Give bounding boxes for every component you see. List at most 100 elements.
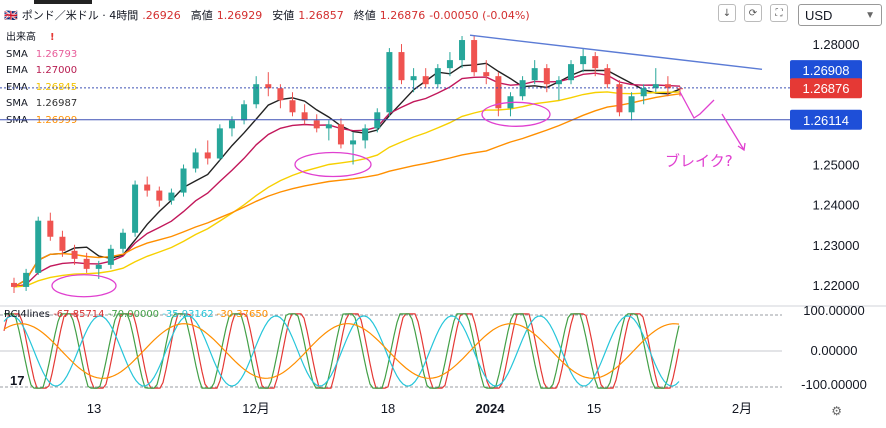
ema-yellow-line: [13, 91, 681, 288]
resistance-trendline: [469, 34, 763, 71]
candle-body: [59, 236, 66, 251]
candle-body: [495, 76, 502, 109]
candle-body: [543, 68, 550, 85]
candle-body: [289, 100, 296, 113]
candle-body: [11, 282, 17, 287]
chevron-down-icon: ▼: [865, 9, 875, 21]
current-price-label: 1.26876: [803, 81, 850, 96]
sma2-label[interactable]: SMA: [6, 98, 28, 109]
candle-body: [107, 248, 114, 265]
candle-body: [592, 56, 599, 69]
top-tab-indicator: [34, 0, 92, 4]
candle-body: [555, 80, 562, 85]
candle-body: [180, 168, 187, 193]
x-tick-label: 15: [587, 401, 601, 416]
candle-body: [168, 192, 175, 201]
candle-body: [23, 272, 30, 287]
currency-select[interactable]: USD ▼: [798, 4, 882, 26]
upper-price-label: 1.26908: [803, 63, 850, 78]
sma-orange-line: [13, 93, 681, 288]
rci-value-3: -35.93162: [162, 309, 214, 320]
rci-line-cyan: [3, 315, 680, 387]
ema1-label[interactable]: EMA: [6, 65, 28, 76]
candle-body: [616, 84, 623, 113]
candle-body: [640, 88, 647, 97]
sma2-value: 1.26987: [35, 98, 78, 109]
candle-body: [204, 152, 211, 159]
candle-body: [628, 96, 635, 113]
candle-body: [337, 124, 344, 145]
ema-crimson-line: [13, 72, 681, 288]
alert-flag-icon: !: [50, 32, 55, 43]
candle-body: [241, 104, 248, 121]
indicator-legend: 出来高! SMA 1.26793 EMA 1.27000 EMA 1.26845 SM…: [6, 30, 77, 129]
upper-price-label-bg: [790, 60, 862, 81]
candle-body: [95, 264, 102, 269]
candle-body: [253, 84, 260, 105]
candle-body: [664, 84, 671, 89]
candle-body: [519, 80, 526, 97]
high-label: 高値: [190, 9, 213, 22]
candle-body: [422, 76, 429, 85]
open-value: .26926: [142, 8, 181, 22]
candle-body: [144, 184, 151, 191]
sma3-value: 1.26999: [35, 114, 78, 126]
candle-body: [374, 112, 381, 129]
candle-body: [434, 68, 441, 85]
high-value: 1.26929: [216, 8, 263, 22]
rci-value-4: -30.37650: [216, 309, 269, 320]
settings-gear-icon[interactable]: ⚙: [831, 404, 842, 418]
rci-value-2: -70.00000: [107, 309, 160, 320]
y-tick-label: 1.28000: [813, 37, 860, 52]
rci-name[interactable]: RCI4lines: [4, 309, 51, 320]
fullscreen-icon[interactable]: ⛶: [770, 4, 788, 22]
current-price-label-bg: [790, 78, 862, 99]
candle-body: [446, 60, 453, 69]
rci-line-red: [3, 313, 680, 389]
refresh-icon[interactable]: ⟳: [744, 4, 762, 22]
candle-body: [277, 88, 284, 101]
volume-label[interactable]: 出来高: [6, 32, 36, 43]
candle-body: [216, 128, 223, 159]
candle-body: [471, 40, 478, 73]
low-label: 安値: [272, 9, 295, 22]
down-arrow-icon[interactable]: ↓: [718, 4, 736, 22]
ema1-value: 1.27000: [35, 65, 78, 76]
break-annotation: ブレイク?: [665, 152, 733, 170]
candle-body: [192, 152, 199, 169]
candle-body: [568, 64, 575, 81]
break-arrow-path: [721, 113, 745, 151]
symbol-title[interactable]: ポンド／米ドル · 4時間: [21, 9, 139, 22]
rci-value-1: -67.85714: [53, 309, 105, 320]
change-value: -0.00050 (-0.04%): [429, 8, 530, 22]
sma1-label[interactable]: SMA: [6, 48, 28, 60]
swing-low-circle: [294, 151, 372, 178]
swing-low-circle: [51, 274, 117, 298]
rci-line-orange: [3, 323, 680, 379]
y-tick-label: 1.25000: [813, 157, 860, 172]
candle-body: [132, 184, 139, 233]
candle-body: [507, 96, 514, 109]
x-tick-label: 18: [381, 401, 395, 416]
sma3-label[interactable]: SMA: [6, 114, 28, 126]
candle-body: [83, 258, 90, 269]
candle-body: [398, 52, 405, 81]
candle-body: [71, 250, 78, 259]
candle-body: [580, 56, 587, 65]
candle-body: [410, 76, 417, 81]
x-tick-label: 2月: [732, 401, 752, 416]
candle-body: [677, 88, 683, 90]
candle-body: [156, 190, 163, 201]
ema2-label[interactable]: EMA: [6, 81, 28, 93]
x-tick-label: 12月: [242, 401, 269, 416]
tradingview-logo[interactable]: 17: [10, 373, 25, 388]
break-arrow-path: [679, 91, 715, 119]
candle-body: [604, 68, 611, 85]
break-arrow-head: [737, 142, 746, 152]
x-tick-label: 2024: [476, 401, 506, 416]
x-tick-label: 13: [87, 401, 101, 416]
candle-body: [47, 220, 54, 237]
low-value: 1.26857: [298, 8, 344, 22]
